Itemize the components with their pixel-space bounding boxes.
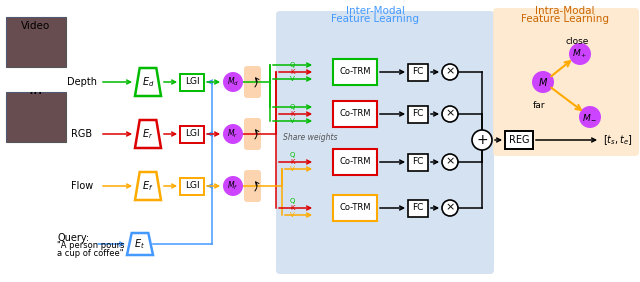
- Text: $\times$: $\times$: [445, 156, 455, 167]
- Text: ...: ...: [29, 83, 44, 98]
- FancyBboxPatch shape: [180, 74, 204, 91]
- Text: V: V: [291, 76, 295, 82]
- Polygon shape: [127, 233, 153, 255]
- FancyBboxPatch shape: [276, 11, 494, 274]
- Text: Q: Q: [290, 62, 295, 68]
- Text: K: K: [291, 205, 295, 211]
- Text: RGB: RGB: [72, 129, 93, 139]
- Text: $E_f$: $E_f$: [142, 179, 154, 193]
- Text: K: K: [291, 159, 295, 165]
- FancyBboxPatch shape: [333, 149, 377, 175]
- Text: $E_t$: $E_t$: [134, 237, 145, 251]
- Text: LGI: LGI: [185, 78, 199, 87]
- Text: $M_+$: $M_+$: [572, 48, 588, 60]
- Text: Q: Q: [290, 198, 295, 204]
- Text: Q: Q: [290, 104, 295, 110]
- Polygon shape: [135, 172, 161, 200]
- Circle shape: [442, 154, 458, 170]
- Text: close: close: [566, 38, 589, 47]
- FancyBboxPatch shape: [408, 63, 428, 80]
- Text: $[t_s, t_e]$: $[t_s, t_e]$: [603, 133, 633, 147]
- Text: LGI: LGI: [185, 182, 199, 191]
- Text: V: V: [291, 166, 295, 172]
- Text: FC: FC: [412, 67, 424, 76]
- Text: Depth: Depth: [67, 77, 97, 87]
- Text: Query:: Query:: [57, 233, 89, 243]
- FancyBboxPatch shape: [6, 17, 66, 67]
- Circle shape: [532, 71, 554, 93]
- Text: $E_r$: $E_r$: [142, 127, 154, 141]
- Text: $\times$: $\times$: [445, 202, 455, 213]
- Circle shape: [472, 130, 492, 150]
- Text: Share weights: Share weights: [283, 133, 337, 142]
- Text: "A person pours: "A person pours: [57, 241, 125, 250]
- Circle shape: [223, 72, 243, 92]
- Circle shape: [442, 106, 458, 122]
- Text: $\times$: $\times$: [445, 108, 455, 119]
- FancyBboxPatch shape: [244, 66, 261, 98]
- Circle shape: [223, 176, 243, 196]
- Text: $M$: $M$: [538, 76, 548, 88]
- FancyBboxPatch shape: [244, 170, 261, 202]
- FancyBboxPatch shape: [6, 92, 66, 142]
- FancyBboxPatch shape: [505, 131, 533, 149]
- FancyBboxPatch shape: [333, 59, 377, 85]
- Text: $M_r$: $M_r$: [227, 128, 239, 140]
- Text: $\times$: $\times$: [445, 66, 455, 77]
- FancyBboxPatch shape: [333, 195, 377, 221]
- Polygon shape: [135, 68, 161, 96]
- FancyBboxPatch shape: [408, 199, 428, 217]
- FancyBboxPatch shape: [6, 17, 66, 67]
- Text: K: K: [291, 111, 295, 117]
- Text: LGI: LGI: [185, 129, 199, 138]
- Text: FC: FC: [412, 204, 424, 213]
- Text: Inter-Modal: Inter-Modal: [346, 6, 404, 16]
- FancyBboxPatch shape: [6, 92, 66, 142]
- Text: K: K: [291, 69, 295, 75]
- Text: Co-TRM: Co-TRM: [339, 109, 371, 118]
- FancyBboxPatch shape: [244, 118, 261, 150]
- Circle shape: [442, 200, 458, 216]
- FancyBboxPatch shape: [408, 153, 428, 171]
- Text: Co-TRM: Co-TRM: [339, 67, 371, 76]
- Text: $M_-$: $M_-$: [582, 112, 598, 122]
- Text: Feature Learning: Feature Learning: [521, 14, 609, 24]
- FancyBboxPatch shape: [493, 8, 639, 156]
- Text: $E_d$: $E_d$: [142, 75, 154, 89]
- Text: FC: FC: [412, 109, 424, 118]
- Text: Q: Q: [290, 152, 295, 158]
- Circle shape: [569, 43, 591, 65]
- Text: a cup of coffee": a cup of coffee": [57, 250, 124, 259]
- Text: V: V: [291, 118, 295, 124]
- Text: $M_d$: $M_d$: [227, 76, 239, 88]
- FancyBboxPatch shape: [333, 101, 377, 127]
- Polygon shape: [135, 120, 161, 148]
- Circle shape: [579, 106, 601, 128]
- Text: $M_f$: $M_f$: [227, 180, 239, 192]
- Text: V: V: [291, 212, 295, 218]
- Text: Flow: Flow: [71, 181, 93, 191]
- Text: Co-TRM: Co-TRM: [339, 158, 371, 166]
- FancyBboxPatch shape: [180, 177, 204, 195]
- Text: +: +: [476, 133, 488, 147]
- Text: Intra-Modal: Intra-Modal: [535, 6, 595, 16]
- Text: FC: FC: [412, 158, 424, 166]
- FancyBboxPatch shape: [408, 105, 428, 122]
- Circle shape: [442, 64, 458, 80]
- Text: Video: Video: [21, 21, 51, 31]
- Circle shape: [223, 124, 243, 144]
- Text: Co-TRM: Co-TRM: [339, 204, 371, 213]
- FancyBboxPatch shape: [180, 125, 204, 142]
- Text: REG: REG: [509, 135, 529, 145]
- Text: Feature Learning: Feature Learning: [331, 14, 419, 24]
- Text: far: far: [533, 100, 545, 109]
